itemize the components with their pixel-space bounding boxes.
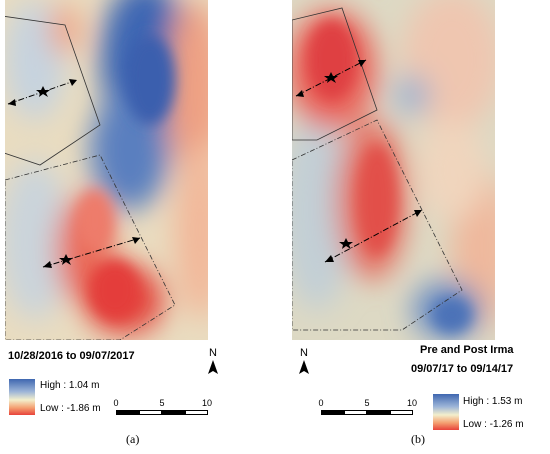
legend-high-a: High : 1.04 m [40, 380, 100, 391]
scale-bar-b: 0 5 10 [318, 398, 418, 418]
scale-tick-5: 5 [159, 398, 165, 408]
north-arrow-icon [299, 360, 309, 374]
star-marker-icon [59, 254, 73, 265]
dashed-survey-box-a [5, 154, 176, 340]
scale-bar-a: 0 5 10 [113, 398, 213, 418]
dashed-survey-box-b [292, 119, 463, 331]
transect-line-b1 [295, 59, 367, 97]
north-arrow-a: N [206, 347, 220, 374]
north-label: N [300, 347, 308, 359]
legend-low-a: Low : -1.86 m [40, 403, 101, 414]
legend-color-ramp-a [9, 379, 35, 415]
solid-survey-box-b [292, 7, 378, 141]
date-range-b: 09/07/17 to 09/14/17 [411, 363, 514, 375]
star-marker-icon [324, 72, 338, 83]
panel-label-a: (a) [126, 432, 140, 446]
legend-color-ramp-b [433, 394, 459, 430]
transect-line-b2 [324, 209, 423, 263]
scale-tick-5: 5 [364, 398, 370, 408]
transect-line-a2 [42, 237, 141, 268]
scale-tick-0: 0 [318, 398, 324, 408]
event-title-b: Pre and Post Irma [420, 344, 514, 356]
elevation-change-map-b [292, 0, 495, 340]
legend-high-b: High : 1.53 m [463, 396, 523, 407]
legend-low-b: Low : -1.26 m [463, 419, 524, 430]
north-arrow-icon [208, 360, 218, 374]
elevation-change-map-a [5, 0, 208, 340]
north-label: N [209, 347, 217, 359]
star-marker-icon [36, 86, 50, 97]
solid-survey-box-a [5, 16, 101, 166]
date-range-a: 10/28/2016 to 09/07/2017 [8, 350, 135, 362]
scale-tick-0: 0 [113, 398, 119, 408]
panel-label-b: (b) [411, 432, 425, 446]
north-arrow-b: N [297, 347, 311, 374]
scale-tick-10: 10 [406, 398, 418, 408]
scale-tick-10: 10 [201, 398, 213, 408]
map-panel-b [292, 0, 495, 340]
star-marker-icon [339, 238, 353, 249]
map-panel-a [5, 0, 208, 340]
